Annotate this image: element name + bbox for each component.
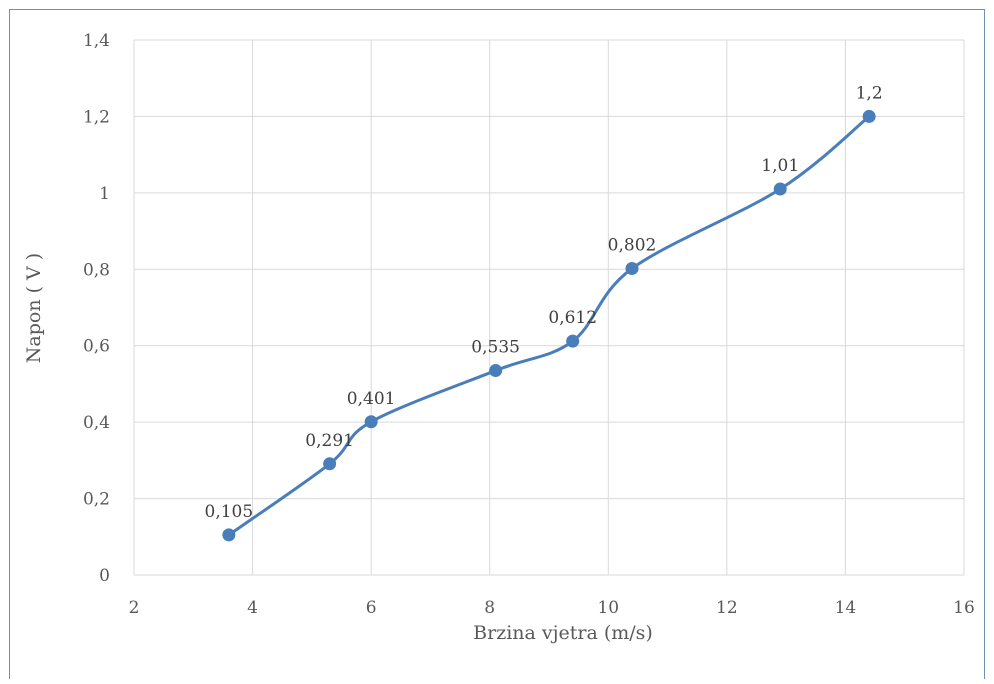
y-axis-title: Napon ( V ) xyxy=(23,253,45,363)
y-tick-label: 0 xyxy=(99,566,110,586)
y-tick-label: 0,4 xyxy=(83,413,110,433)
data-point xyxy=(364,415,378,429)
data-label: 0,105 xyxy=(205,502,254,522)
x-tick-label: 8 xyxy=(484,598,495,618)
x-axis-ticks: 2 4 6 8 10 12 14 16 xyxy=(129,598,975,618)
x-tick-label: 4 xyxy=(247,598,258,618)
data-point xyxy=(625,262,639,276)
x-tick-label: 16 xyxy=(953,598,975,618)
data-point xyxy=(566,334,580,348)
y-tick-label: 1,2 xyxy=(83,107,110,127)
chart-frame xyxy=(9,9,985,679)
x-tick-label: 12 xyxy=(716,598,738,618)
data-point xyxy=(773,182,787,196)
data-label: 1,01 xyxy=(761,156,799,176)
data-label: 1,2 xyxy=(856,83,883,103)
x-tick-label: 2 xyxy=(129,598,140,618)
x-tick-label: 10 xyxy=(597,598,619,618)
y-axis-ticks: 0 0,2 0,4 0,6 0,8 1 1,2 1,4 xyxy=(83,31,110,586)
y-tick-label: 1 xyxy=(99,184,110,204)
y-tick-label: 1,4 xyxy=(83,31,110,51)
data-label: 0,612 xyxy=(548,308,597,328)
gridlines xyxy=(133,39,965,576)
x-tick-label: 14 xyxy=(835,598,857,618)
y-tick-label: 0,6 xyxy=(83,337,110,357)
data-points xyxy=(222,109,876,542)
y-tick-label: 0,8 xyxy=(83,260,110,280)
data-point xyxy=(489,364,503,378)
data-point xyxy=(323,457,337,471)
data-point xyxy=(222,528,236,542)
x-axis-title: Brzina vjetra (m/s) xyxy=(473,622,653,644)
y-tick-label: 0,2 xyxy=(83,490,110,510)
data-label: 0,401 xyxy=(347,389,396,409)
data-label: 0,535 xyxy=(471,338,520,358)
data-label: 0,291 xyxy=(305,431,354,451)
x-tick-label: 6 xyxy=(366,598,377,618)
data-labels: 0,105 0,291 0,401 0,535 0,612 0,802 1,01 1,2 xyxy=(205,83,883,521)
data-point xyxy=(862,109,876,123)
data-label: 0,802 xyxy=(608,236,657,256)
